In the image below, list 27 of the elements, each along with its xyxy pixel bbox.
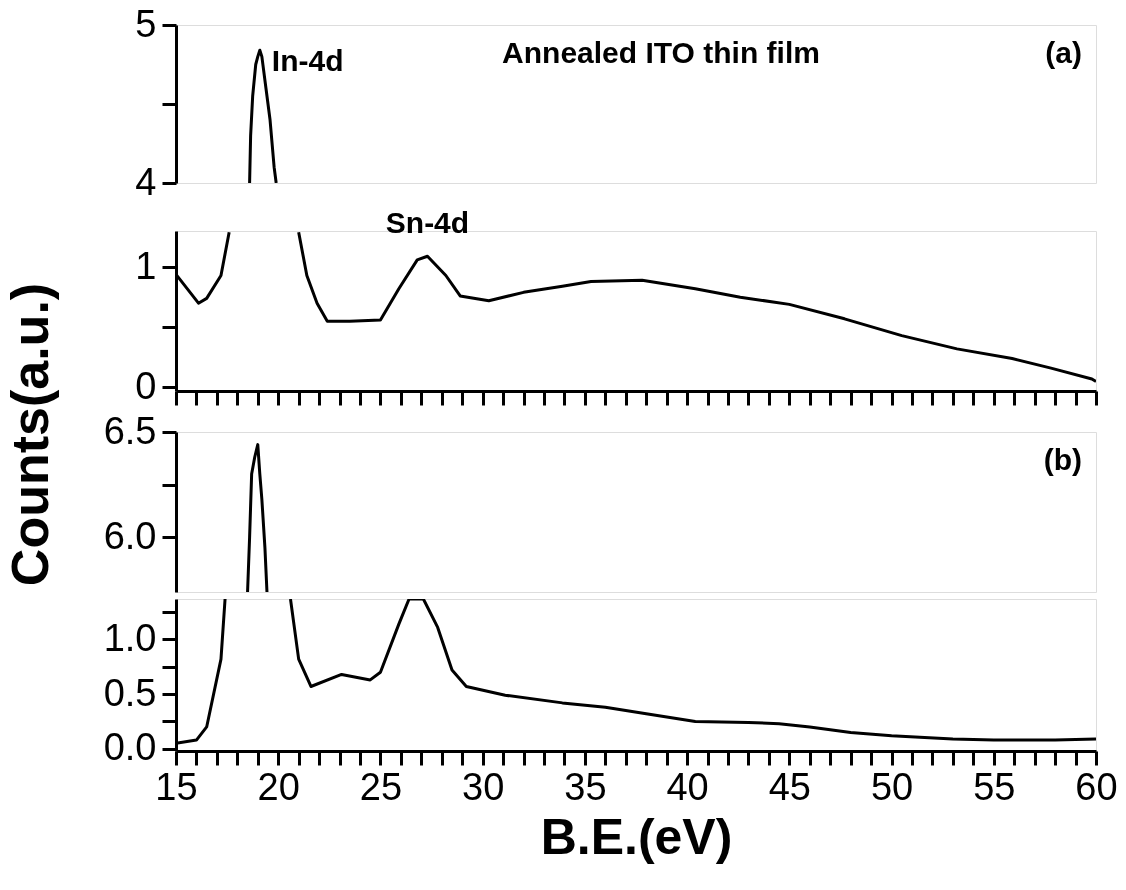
y-axis-title: Counts(a.u.)	[0, 282, 59, 587]
x-tick-label: 50	[870, 765, 914, 808]
x-tick-label: 35	[564, 765, 607, 808]
y-tick-label: 0.5	[103, 671, 157, 714]
y-tick-label: 1	[135, 244, 157, 287]
y-tick-label: 0	[135, 364, 157, 407]
x-tick-label: 45	[768, 765, 811, 808]
annotation: (a)	[1045, 36, 1082, 69]
x-tick-label: 55	[973, 765, 1016, 808]
x-tick-label: 40	[666, 765, 709, 808]
annotation: (b)	[1043, 443, 1082, 476]
x-tick-label: 60	[1075, 765, 1118, 808]
x-axis-title: B.E.(eV)	[540, 808, 733, 865]
annotation: Sn-4d	[385, 206, 470, 240]
y-tick-label: 5	[135, 2, 157, 45]
annotation: In-4d	[271, 44, 344, 78]
y-tick-label: 0.0	[103, 726, 157, 769]
y-tick-label: 4	[135, 160, 157, 203]
y-tick-label: 6.5	[103, 409, 157, 452]
x-tick-label: 25	[359, 765, 403, 808]
y-tick-label: 1.0	[103, 616, 157, 659]
y-tick-label: 6.0	[103, 514, 157, 557]
x-tick-label: 30	[462, 765, 505, 808]
line-series	[246, 443, 269, 592]
x-tick-label: 20	[257, 765, 300, 808]
x-tick-label: 15	[155, 765, 198, 808]
chart-title: Annealed ITO thin film	[502, 36, 820, 69]
